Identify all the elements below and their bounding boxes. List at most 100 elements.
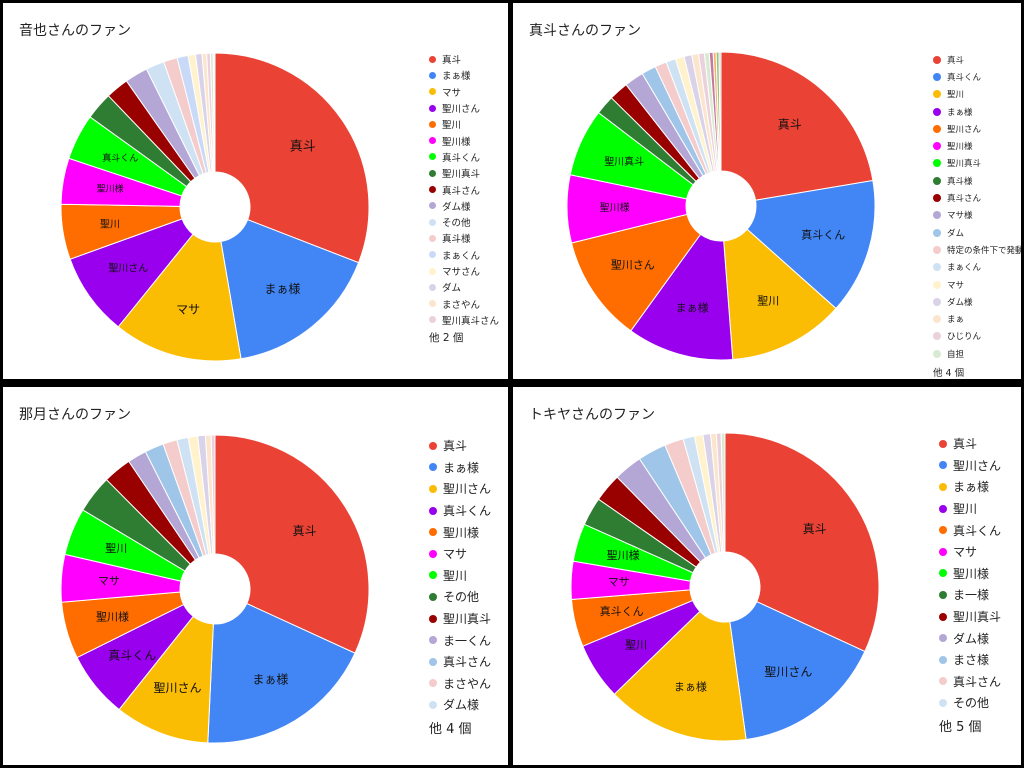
legend-label: まぁ様 xyxy=(442,71,471,83)
legend-dot-icon xyxy=(939,569,947,578)
legend-item: まぁ様 xyxy=(933,103,1021,120)
legend-dot-icon xyxy=(933,159,941,168)
legend-label: 聖川 xyxy=(442,120,462,132)
pie-slice xyxy=(720,51,874,201)
pie-slice xyxy=(207,602,356,744)
legend-label: ダム xyxy=(442,283,462,295)
legend-label: 真斗 xyxy=(953,437,978,452)
legend-dot-icon xyxy=(933,142,941,151)
legend-label: 真斗さん xyxy=(953,674,1002,689)
legend-label: ダム様 xyxy=(443,698,480,713)
legend-dot-icon xyxy=(939,612,947,621)
legend-label: 真斗さん xyxy=(947,194,982,205)
legend-item: 自担 xyxy=(933,345,1021,362)
legend-label: 聖川真斗 xyxy=(947,159,982,170)
legend-item: まさやん xyxy=(429,673,491,695)
legend-dot-icon xyxy=(429,153,436,161)
legend-more[interactable]: 他 4 個 xyxy=(933,367,965,379)
legend-dot-icon xyxy=(429,463,437,472)
pie-slice xyxy=(718,51,722,172)
legend-dot-icon xyxy=(933,72,941,81)
legend-dot-icon xyxy=(429,571,437,580)
chart-title: トキヤさんのファン xyxy=(529,407,655,423)
legend-item: その他 xyxy=(429,586,491,608)
legend-label: 真斗様 xyxy=(442,234,471,246)
slice-label: 真斗くん xyxy=(102,152,138,164)
legend-dot-icon xyxy=(939,482,947,491)
legend-dot-icon xyxy=(429,700,437,709)
legend-item: 聖川さん xyxy=(939,455,1001,477)
legend-dot-icon xyxy=(939,526,947,535)
legend-label: まぁくん xyxy=(442,250,481,262)
legend-item: ま一様 xyxy=(939,584,1001,606)
slice-label: まぁ様 xyxy=(676,300,709,314)
legend-label: 特定の条件下で発動 xyxy=(947,245,1021,256)
legend-label: 真斗くん xyxy=(953,523,1002,538)
legend-dot-icon xyxy=(429,137,436,145)
legend-dot-icon xyxy=(429,283,436,291)
legend-label: まぁ様 xyxy=(947,107,973,118)
legend-dot-icon xyxy=(933,228,941,237)
legend-label: ダム様 xyxy=(953,631,990,646)
legend-more[interactable]: 他 4 個 xyxy=(429,722,472,738)
legend-item: ダム様 xyxy=(429,694,491,716)
legend-label: まさやん xyxy=(443,676,492,691)
chart-title: 那月さんのファン xyxy=(19,407,131,423)
legend-label: まぁ様 xyxy=(953,480,990,495)
legend-label: マサさん xyxy=(442,267,481,278)
legend-label: 聖川さん xyxy=(443,482,492,497)
legend-label: 真斗様 xyxy=(947,176,973,187)
legend-label: ダム様 xyxy=(947,297,973,308)
legend-item: 特定の条件下で発動 xyxy=(933,241,1021,258)
legend-dot-icon xyxy=(933,349,941,358)
legend-dot-icon xyxy=(939,590,947,599)
legend-dot-icon xyxy=(933,124,941,133)
legend-label: 聖川様 xyxy=(953,566,990,581)
legend-item: ダム xyxy=(933,224,1021,241)
legend-label: 真斗 xyxy=(947,55,965,66)
legend-item: まさやん xyxy=(429,295,499,311)
legend-dot-icon xyxy=(429,300,436,308)
legend-dot-icon xyxy=(939,634,947,643)
pie-slice xyxy=(570,213,702,332)
pie-slice xyxy=(720,432,726,553)
legend-label: ま一様 xyxy=(953,588,990,603)
chart-title: 真斗さんのファン xyxy=(529,23,641,39)
legend-dot-icon xyxy=(939,655,947,664)
legend-item: 真斗くん xyxy=(939,519,1001,541)
legend-dot-icon xyxy=(429,549,437,558)
chart-panel-otoya: 音也さんのファン 真斗 まぁ様 マサ 聖川さん 聖川 聖川様 真斗くん 真斗 まぁ様 マサ 聖川さ… xyxy=(3,3,508,379)
legend-label: ダム xyxy=(947,228,965,239)
legend-dot-icon xyxy=(933,107,941,116)
slice-label: 聖川 xyxy=(757,294,779,307)
legend-dot-icon xyxy=(429,169,436,177)
legend-label: 真斗くん xyxy=(947,72,982,83)
legend-item: 聖川さん xyxy=(933,120,1021,137)
slice-label: 真斗くん xyxy=(801,228,845,242)
legend-label: 真斗くん xyxy=(443,504,492,519)
legend-item: 真斗様 xyxy=(933,172,1021,189)
legend-more[interactable]: 他 5 個 xyxy=(939,720,982,736)
pie-slice xyxy=(214,434,370,654)
legend-item: 真斗さん xyxy=(939,671,1001,693)
slice-label: 聖川様 xyxy=(97,183,124,195)
legend-dot-icon xyxy=(933,263,941,272)
legend-item: 聖川様 xyxy=(933,137,1021,154)
legend-label: マサ xyxy=(443,547,468,562)
legend-dot-icon xyxy=(429,218,436,226)
slice-label: マサ xyxy=(176,302,200,316)
slice-label: 真斗 xyxy=(293,524,317,538)
slice-label: 聖川さん xyxy=(764,665,812,679)
chart-panel-tokiya: トキヤさんのファン 真斗 聖川さん まぁ様 聖川 真斗くん マサ 聖川様 真斗 聖川さん まぁ様… xyxy=(513,387,1021,765)
legend-dot-icon xyxy=(933,211,941,220)
legend-label: まぁくん xyxy=(947,263,982,274)
legend-dot-icon xyxy=(429,186,436,194)
legend-dot-icon xyxy=(933,176,941,185)
legend-label: まさ様 xyxy=(953,653,990,668)
legend-more[interactable]: 他 2 個 xyxy=(429,331,464,344)
slice-label: マサ xyxy=(98,575,120,588)
legend-item: 聖川真斗さん xyxy=(429,312,499,328)
legend-label: 真斗 xyxy=(442,55,462,67)
legend-item: マサ xyxy=(429,543,491,565)
